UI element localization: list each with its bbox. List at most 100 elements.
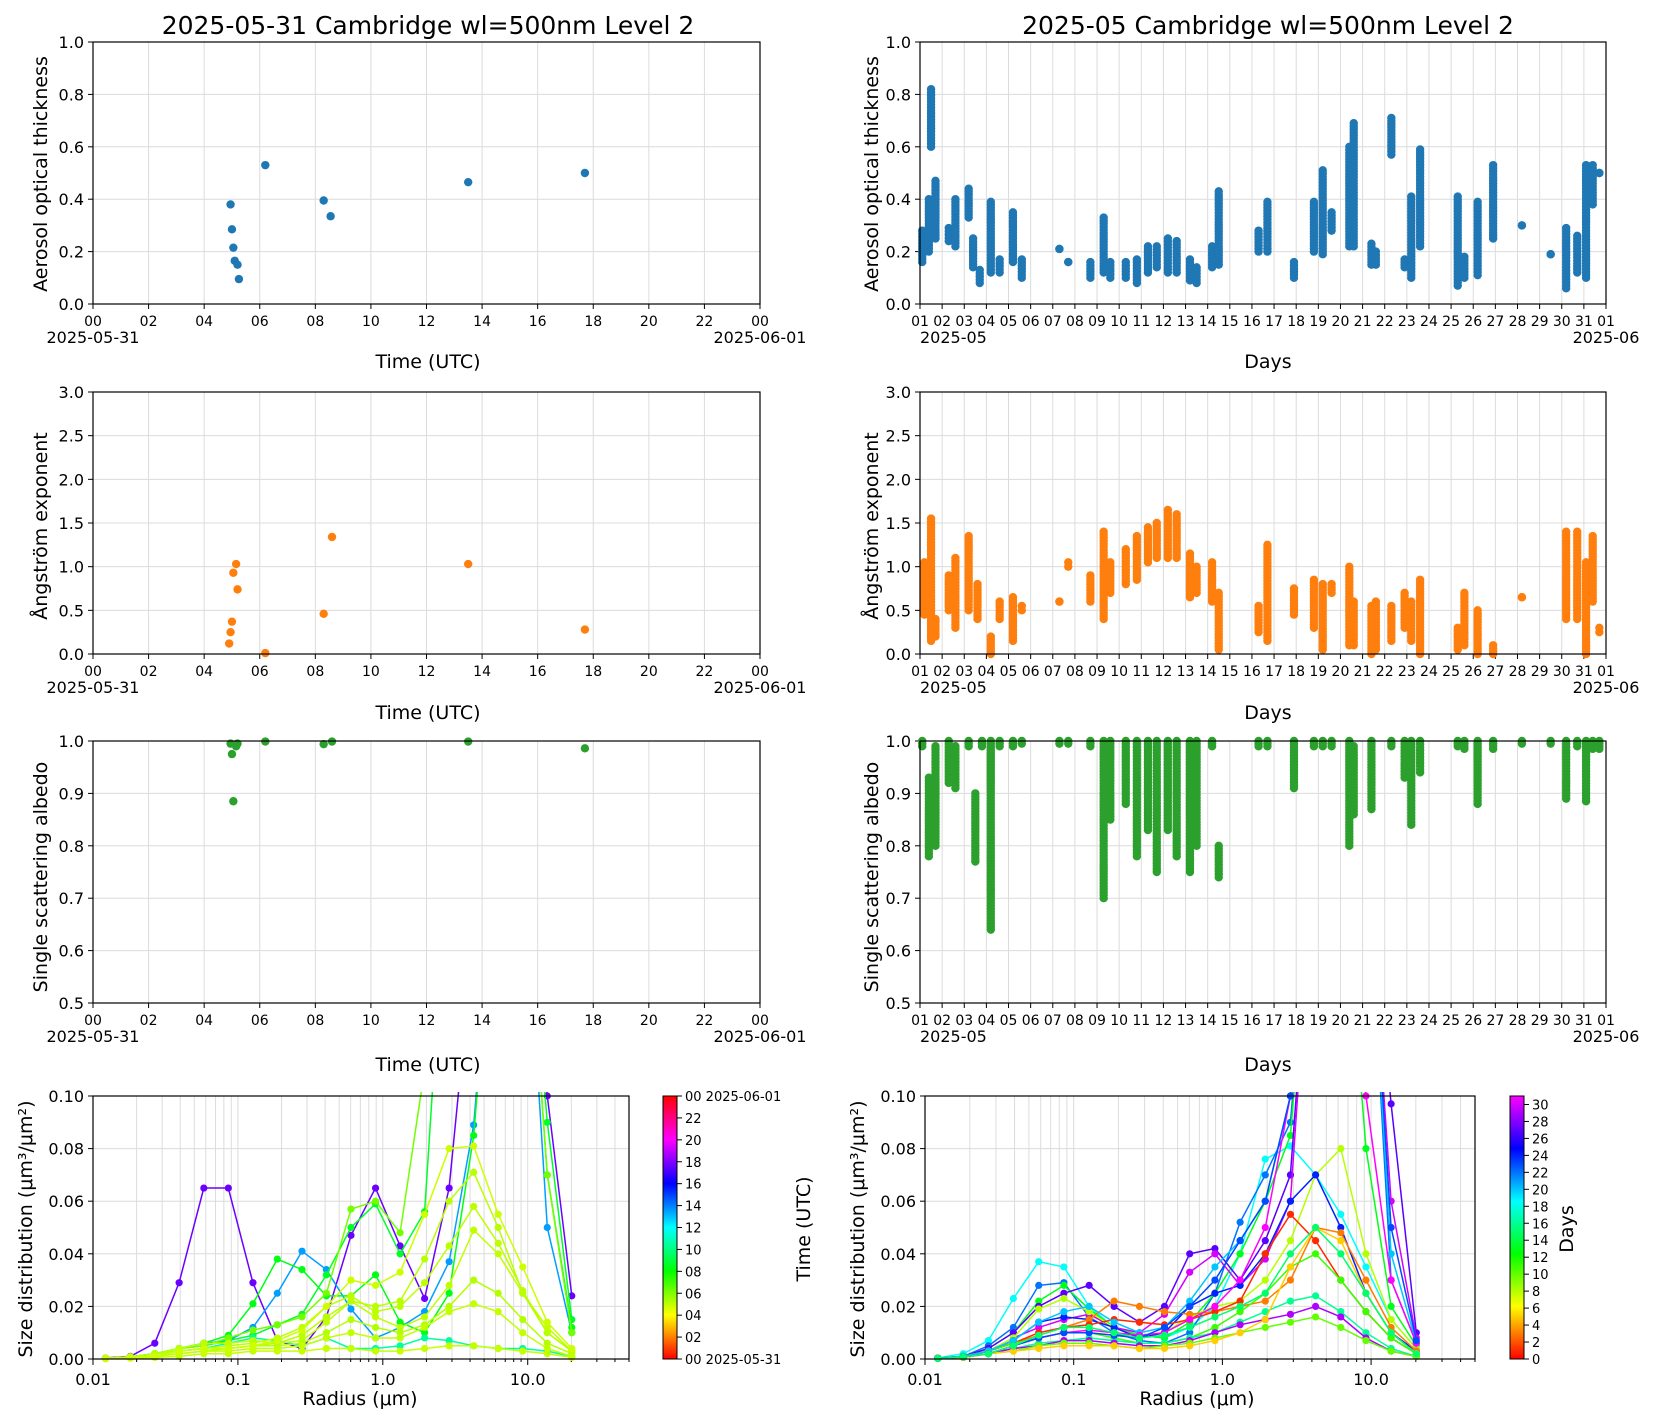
monthly_ang-point <box>1192 562 1201 571</box>
monthly-size-series-point <box>1211 1308 1219 1316</box>
daily_ang-point <box>319 609 328 619</box>
monthly_ssa-axes: 0.5 0.6 0.7 0.8 0.9 1.0 <box>886 732 1606 1013</box>
colorbar-right-tick: 2 <box>1532 1336 1540 1351</box>
monthly-size-series-point <box>1009 1294 1017 1303</box>
monthly-size-ytick: 0.06 <box>880 1192 916 1211</box>
monthly_aot-point <box>1099 213 1108 222</box>
monthly-size-series-point <box>1236 1308 1244 1316</box>
monthly_ang-point <box>1573 527 1582 536</box>
monthly-size-ytick: 0.10 <box>880 1087 916 1106</box>
daily-size-ytick: 0.06 <box>48 1192 84 1211</box>
monthly-size-series-point <box>1160 1323 1169 1332</box>
daily_aot-xtick: 08 <box>306 314 324 330</box>
monthly_ang-point <box>1517 593 1527 602</box>
monthly_ang-point <box>1132 531 1142 541</box>
monthly_aot-xaxis: 01 02 03 04 05 06 07 08 09 10 11 12 13 14 15 16 17 18 19 20… <box>911 42 1639 347</box>
monthly_aot-xtick: 01 <box>1597 314 1615 330</box>
daily-size-series-point <box>543 1118 551 1126</box>
monthly_aot-point <box>1407 192 1416 201</box>
monthly_ssa-xtick: 03 <box>955 1013 973 1029</box>
monthly_aot-point <box>1415 145 1425 154</box>
daily_ang-ytick: 0.0 <box>59 645 84 664</box>
monthly_ssa-xtick: 08 <box>1066 1013 1084 1029</box>
colorbar-left-tick: 20 <box>685 1134 702 1149</box>
monthly-size-series-point <box>1261 1315 1269 1324</box>
monthly_ang-ytick: 2.5 <box>886 427 911 446</box>
monthly_ssa-xtick: 15 <box>1221 1013 1239 1029</box>
monthly-size-series-point <box>1362 1145 1370 1153</box>
daily-size-series-point <box>298 1347 306 1355</box>
monthly-size-series-point <box>1009 1336 1017 1345</box>
monthly-size-series-point <box>1160 1308 1169 1316</box>
monthly-size-series-point <box>1035 1258 1043 1266</box>
monthly_ang-point <box>973 579 982 589</box>
monthly-size-series-point <box>1186 1323 1194 1332</box>
monthly-size-series-point <box>1186 1297 1194 1305</box>
monthly-size-series-point <box>1060 1263 1068 1271</box>
daily-size-series-point <box>273 1321 281 1329</box>
plot-area: 0.00.20.40.60.81.000 02 04 06 08 10 12 14 16 18 20… <box>47 33 1640 1389</box>
daily_ssa-xtick: 22 <box>696 1013 714 1029</box>
monthly-ssa-xlabel: Days <box>1244 1054 1291 1076</box>
daily_aot-xtick: 20 <box>640 314 658 330</box>
monthly_aot-point <box>1008 208 1018 217</box>
daily-size-series-point <box>494 1250 502 1258</box>
monthly_aot-point <box>986 197 996 207</box>
daily-size-axes: 0.01 0.1 1.0 10.0 0.00 0.02 0.04 0.06 0.08 0.10 <box>48 1087 630 1389</box>
monthly_aot-xtick: 03 <box>955 314 973 330</box>
daily_aot-xtick: 14 <box>473 314 491 330</box>
monthly_aot-point <box>1488 160 1498 170</box>
monthly-size-series-point <box>1286 1197 1295 1205</box>
monthly_ssa-xtick: 25 <box>1442 1013 1460 1029</box>
daily-size-series-point <box>421 1279 429 1287</box>
daily-size-series-point <box>519 1315 527 1324</box>
monthly-size-series-point <box>1211 1276 1219 1284</box>
monthly-size-series-point <box>1312 1313 1320 1321</box>
monthly_aot-point <box>1546 250 1555 259</box>
daily_ssa-point <box>319 739 328 749</box>
daily_aot-xtick: 00 <box>751 314 769 330</box>
monthly-size-series-point <box>1362 1329 1370 1337</box>
daily-size-series-point <box>126 1353 134 1361</box>
daily_ssa-point <box>580 744 590 753</box>
monthly_ang-points <box>920 505 1604 659</box>
daily-size-series-point <box>200 1350 208 1358</box>
monthly-size-series-point <box>1085 1302 1093 1310</box>
monthly-size-series-point <box>1286 1118 1295 1126</box>
monthly_ang-point <box>1207 558 1217 567</box>
monthly_aot-xtick: 08 <box>1066 314 1084 330</box>
monthly-size-series-point <box>1035 1318 1043 1326</box>
daily-size-series-point <box>322 1302 330 1310</box>
monthly-size-series-point <box>1286 1210 1295 1218</box>
daily-size-series-point <box>445 1281 453 1289</box>
monthly-size-series-point <box>1236 1302 1244 1310</box>
monthly_ang-xtick: 08 <box>1066 664 1084 680</box>
monthly_ang-point <box>1099 527 1108 536</box>
daily_aot-point <box>319 196 328 205</box>
monthly_aot-xtick: 30 <box>1553 314 1571 330</box>
monthly_ssa-ytick: 1.0 <box>886 732 911 751</box>
monthly_ang-xtick: 31 <box>1575 664 1593 680</box>
daily_ssa-frame <box>92 740 761 1004</box>
daily-size-series-point <box>273 1347 281 1355</box>
monthly-size-series-point <box>1135 1344 1144 1353</box>
monthly_aot-point <box>1309 197 1319 207</box>
monthly-size-series-point <box>1337 1229 1345 1237</box>
monthly-size-series-point <box>1286 1263 1295 1271</box>
monthly_ang-xtick: 10 <box>1110 664 1128 680</box>
daily-size-series-point <box>470 1121 478 1129</box>
monthly-size-series-point <box>1236 1329 1244 1337</box>
colorbar-left-tick: 16 <box>685 1178 702 1193</box>
daily-size-series-point <box>543 1344 551 1353</box>
monthly_ang-ytick: 1.0 <box>886 558 911 577</box>
monthly_aot-point <box>1371 247 1381 256</box>
daily-size-series-line <box>105 1092 573 1359</box>
monthly-ssa-ylabel: Single scattering albedo <box>861 762 883 993</box>
monthly_aot-point <box>1460 252 1469 262</box>
monthly_ssa-xtick: 16 <box>1243 1013 1261 1029</box>
monthly_aot-point <box>1086 257 1095 267</box>
monthly-size-series-point <box>1186 1310 1194 1318</box>
monthly-size-series-point <box>1286 1297 1295 1305</box>
monthly_aot-point <box>1143 242 1153 251</box>
